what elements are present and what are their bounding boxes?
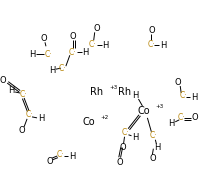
- Text: H: H: [191, 93, 197, 103]
- Text: +3: +3: [155, 104, 164, 109]
- Text: O: O: [149, 154, 156, 163]
- Text: C·: C·: [69, 48, 77, 57]
- Text: O: O: [175, 78, 182, 87]
- Text: C·: C·: [89, 40, 97, 49]
- Text: O: O: [47, 157, 53, 166]
- Text: O: O: [192, 113, 198, 122]
- Text: H: H: [160, 41, 167, 50]
- Text: C·: C·: [57, 150, 65, 159]
- Text: H: H: [168, 119, 174, 128]
- Text: O: O: [93, 24, 100, 33]
- Text: +3: +3: [110, 85, 118, 90]
- Text: O: O: [19, 126, 26, 135]
- Text: C·: C·: [59, 64, 67, 73]
- Text: H: H: [38, 114, 44, 123]
- Text: H: H: [154, 143, 160, 152]
- Text: O: O: [70, 32, 76, 41]
- Text: C·: C·: [179, 91, 187, 100]
- Text: C·: C·: [150, 131, 157, 140]
- Text: O: O: [41, 34, 47, 43]
- Text: O: O: [119, 143, 126, 152]
- Text: C·: C·: [148, 40, 155, 49]
- Text: O: O: [0, 76, 7, 85]
- Text: H: H: [29, 50, 35, 59]
- Text: C·: C·: [177, 113, 185, 122]
- Text: C·: C·: [19, 90, 27, 99]
- Text: +2: +2: [101, 115, 109, 120]
- Text: C·: C·: [25, 110, 33, 119]
- Text: C·: C·: [122, 128, 129, 137]
- Text: C·: C·: [44, 50, 52, 59]
- Text: O: O: [116, 158, 123, 167]
- Text: Co: Co: [137, 106, 150, 116]
- Text: H: H: [83, 48, 89, 57]
- Text: H: H: [132, 91, 139, 100]
- Text: H: H: [69, 152, 75, 161]
- Text: H: H: [8, 86, 14, 95]
- Text: H: H: [132, 133, 139, 142]
- Text: Rh: Rh: [118, 87, 131, 97]
- Text: H: H: [102, 41, 109, 50]
- Text: O: O: [148, 26, 155, 35]
- Text: Rh: Rh: [90, 87, 103, 97]
- Text: Co: Co: [82, 117, 95, 127]
- Text: H: H: [49, 66, 55, 75]
